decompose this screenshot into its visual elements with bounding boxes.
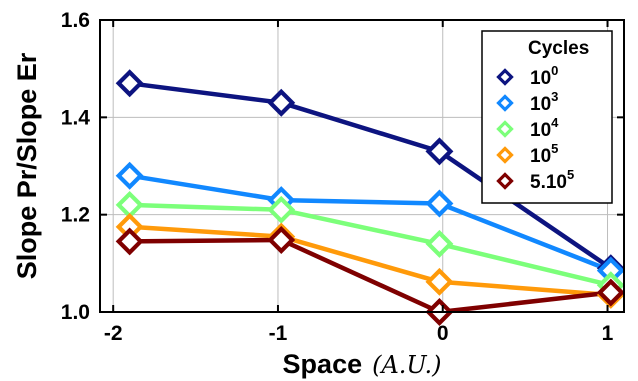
legend-title: Cycles (528, 38, 589, 59)
series-line (129, 202, 612, 288)
legend-item: 100 (496, 63, 558, 89)
legend-label: 5.105 (530, 167, 574, 193)
legend-label: 105 (530, 141, 558, 167)
legend-label: 103 (530, 89, 558, 115)
data-point (425, 229, 454, 258)
legend-label: 100 (530, 63, 558, 89)
series-line (129, 224, 611, 298)
axis-ticks (100, 19, 624, 313)
data-point (267, 195, 296, 224)
data-point (115, 227, 144, 256)
data-point (596, 278, 625, 307)
y-tick-label: 1.4 (61, 106, 91, 129)
legend-item: 103 (496, 89, 558, 115)
x-tick-label: 1 (602, 322, 614, 345)
y-tick-label: 1.6 (61, 9, 90, 32)
legend-marker (496, 120, 514, 138)
series-line (129, 173, 612, 273)
x-axis-title-text: Space (283, 349, 363, 379)
y-axis-title: Slope Pr/Slope Er (12, 52, 42, 279)
data-point (115, 190, 144, 219)
legend-item: 5.105 (496, 167, 574, 193)
y-tick-label: 1.0 (61, 301, 90, 324)
series-line (129, 237, 612, 315)
data-point (115, 161, 144, 190)
tick-labels: -2 -1 0 1 1.0 1.2 1.4 1.6 (61, 9, 614, 345)
plot-frame (99, 19, 625, 313)
y-tick-label: 1.2 (61, 204, 90, 227)
legend-marker (496, 94, 514, 112)
x-tick-label: -1 (269, 322, 288, 345)
legend-marker (496, 172, 514, 190)
x-axis-title: Space (A.U.) (283, 349, 442, 379)
data-point (425, 189, 454, 218)
x-axis-unit: (A.U.) (372, 351, 441, 379)
data-point (267, 88, 296, 117)
legend-marker (496, 68, 514, 86)
data-point (115, 69, 144, 98)
legend-item: 105 (496, 141, 558, 167)
x-tick-label: 0 (437, 322, 449, 345)
series-markers (115, 69, 625, 326)
series-lines (129, 81, 613, 315)
data-point (425, 267, 454, 296)
legend-label: 104 (530, 115, 559, 141)
series-line (129, 81, 613, 271)
data-point (425, 137, 454, 166)
legend-marker (496, 146, 514, 164)
x-tick-label: -2 (104, 322, 123, 345)
legend-item: 104 (496, 115, 559, 141)
data-point (267, 226, 296, 254)
